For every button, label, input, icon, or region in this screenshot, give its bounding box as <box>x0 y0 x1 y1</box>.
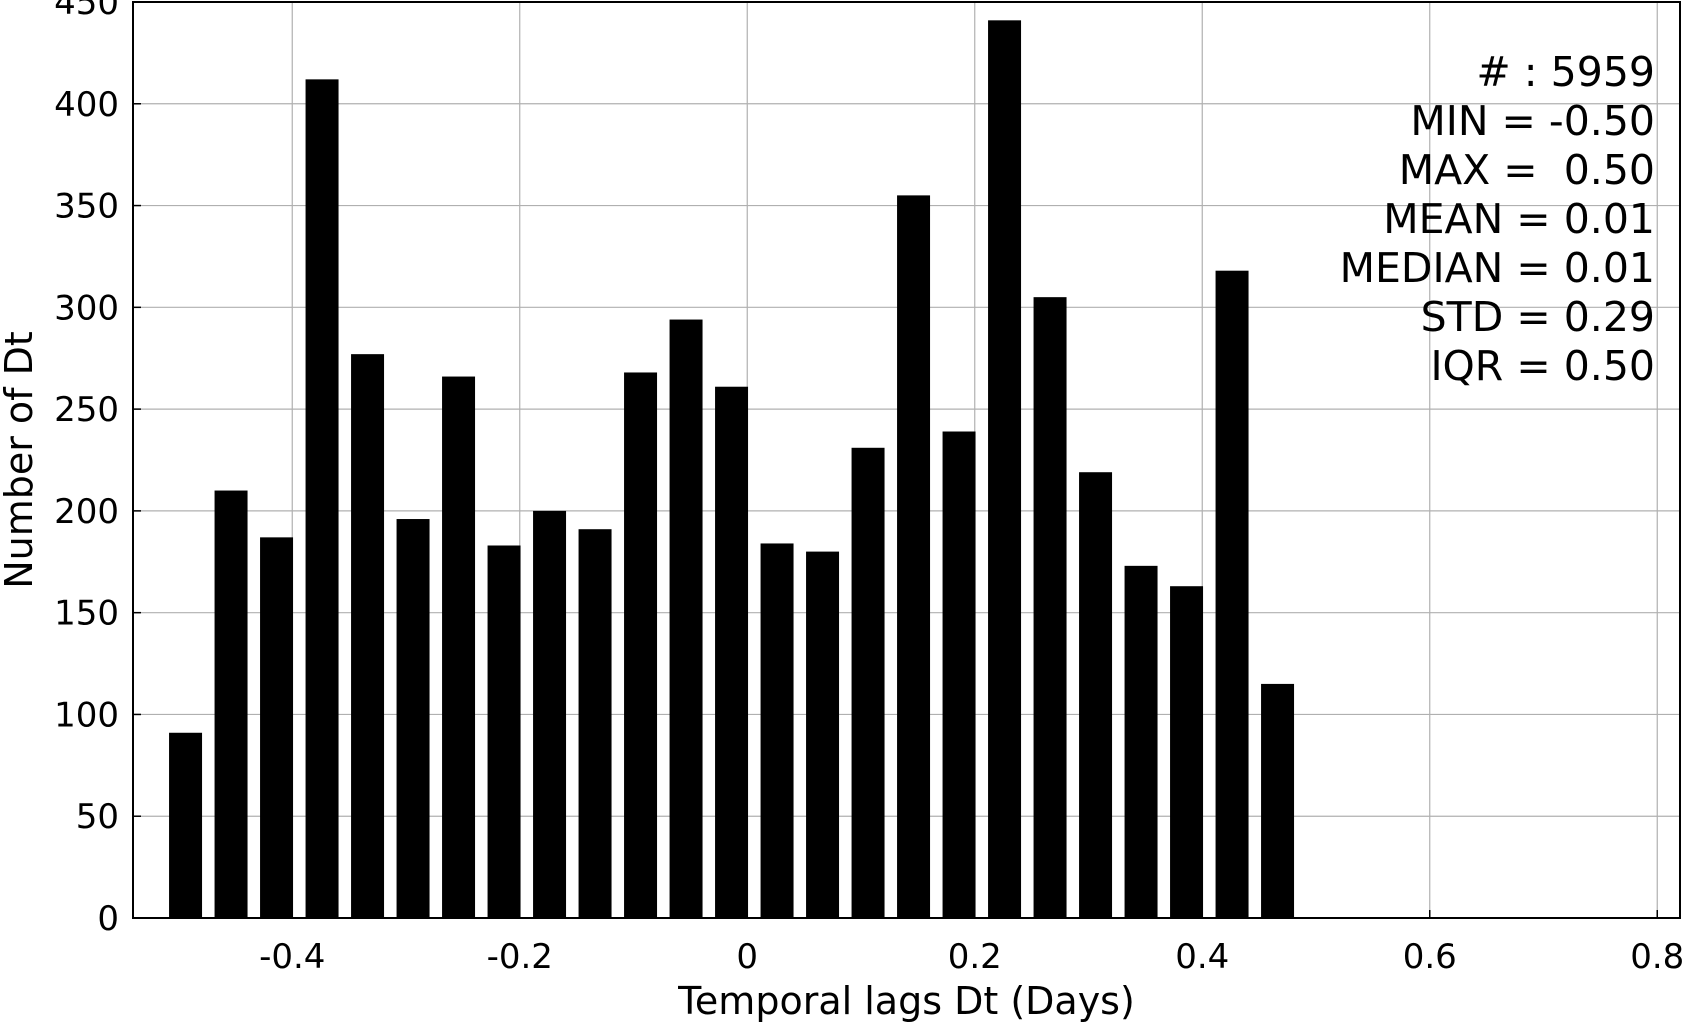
stats-line: MEAN = 0.01 <box>1383 195 1655 243</box>
y-axis-label: Number of Dt <box>0 331 41 589</box>
plot-frame <box>132 1 1681 919</box>
x-tick-label: -0.4 <box>259 937 325 977</box>
bar <box>1124 565 1158 918</box>
stats-line: IQR = 0.50 <box>1430 342 1655 390</box>
stats-line: STD = 0.29 <box>1421 293 1655 341</box>
bar <box>351 354 385 918</box>
bar <box>260 537 294 918</box>
bar <box>1170 586 1204 918</box>
stats-line: MEDIAN = 0.01 <box>1340 244 1655 292</box>
x-tick-label: 0.2 <box>948 937 1002 977</box>
bar <box>305 79 339 918</box>
y-tick-label: 250 <box>54 390 119 430</box>
y-tick-label: 100 <box>54 695 119 735</box>
x-tick-label: -0.2 <box>487 937 553 977</box>
bar <box>1033 297 1067 919</box>
bar <box>851 447 885 918</box>
y-tick-label: 200 <box>54 492 119 532</box>
bar <box>1261 683 1295 918</box>
bar <box>487 545 521 918</box>
bar <box>669 319 703 919</box>
x-tick-labels: -0.4 -0.2 0 0.2 0.4 0.6 0.8 <box>259 910 1684 977</box>
x-tick-label: 0 <box>736 937 758 977</box>
bar <box>169 732 203 918</box>
bar <box>806 551 840 918</box>
bar <box>897 195 931 918</box>
bar <box>760 543 794 918</box>
bar <box>1215 270 1249 918</box>
y-tick-label: 450 <box>54 0 119 23</box>
bar <box>533 510 567 918</box>
y-tick-label: 0 <box>97 899 119 939</box>
stats-line: MAX = 0.50 <box>1399 146 1655 194</box>
bars <box>169 20 1295 919</box>
x-tick-label: 0.4 <box>1175 937 1229 977</box>
bar <box>396 519 430 918</box>
x-axis-label: Temporal lags Dt (Days) <box>677 979 1135 1023</box>
stats-line: # : 5959 <box>1476 48 1655 96</box>
bar <box>1079 472 1113 918</box>
y-tick-label: 300 <box>54 288 119 328</box>
y-tick-label: 400 <box>54 85 119 125</box>
bar <box>988 20 1022 918</box>
y-tick-label: 150 <box>54 594 119 634</box>
y-tick-label: 350 <box>54 187 119 227</box>
x-tick-label: 0.6 <box>1403 937 1457 977</box>
bar <box>578 529 612 918</box>
bar <box>624 372 658 919</box>
x-tick-label: 0.8 <box>1630 937 1684 977</box>
y-tick-labels: 0 50 100 150 200 250 300 350 400 450 <box>54 0 141 939</box>
stats-line: MIN = -0.50 <box>1410 97 1655 145</box>
bar <box>942 431 976 918</box>
bar <box>214 490 248 918</box>
bar <box>715 386 749 919</box>
bar <box>442 376 476 918</box>
y-tick-label: 50 <box>76 797 119 837</box>
